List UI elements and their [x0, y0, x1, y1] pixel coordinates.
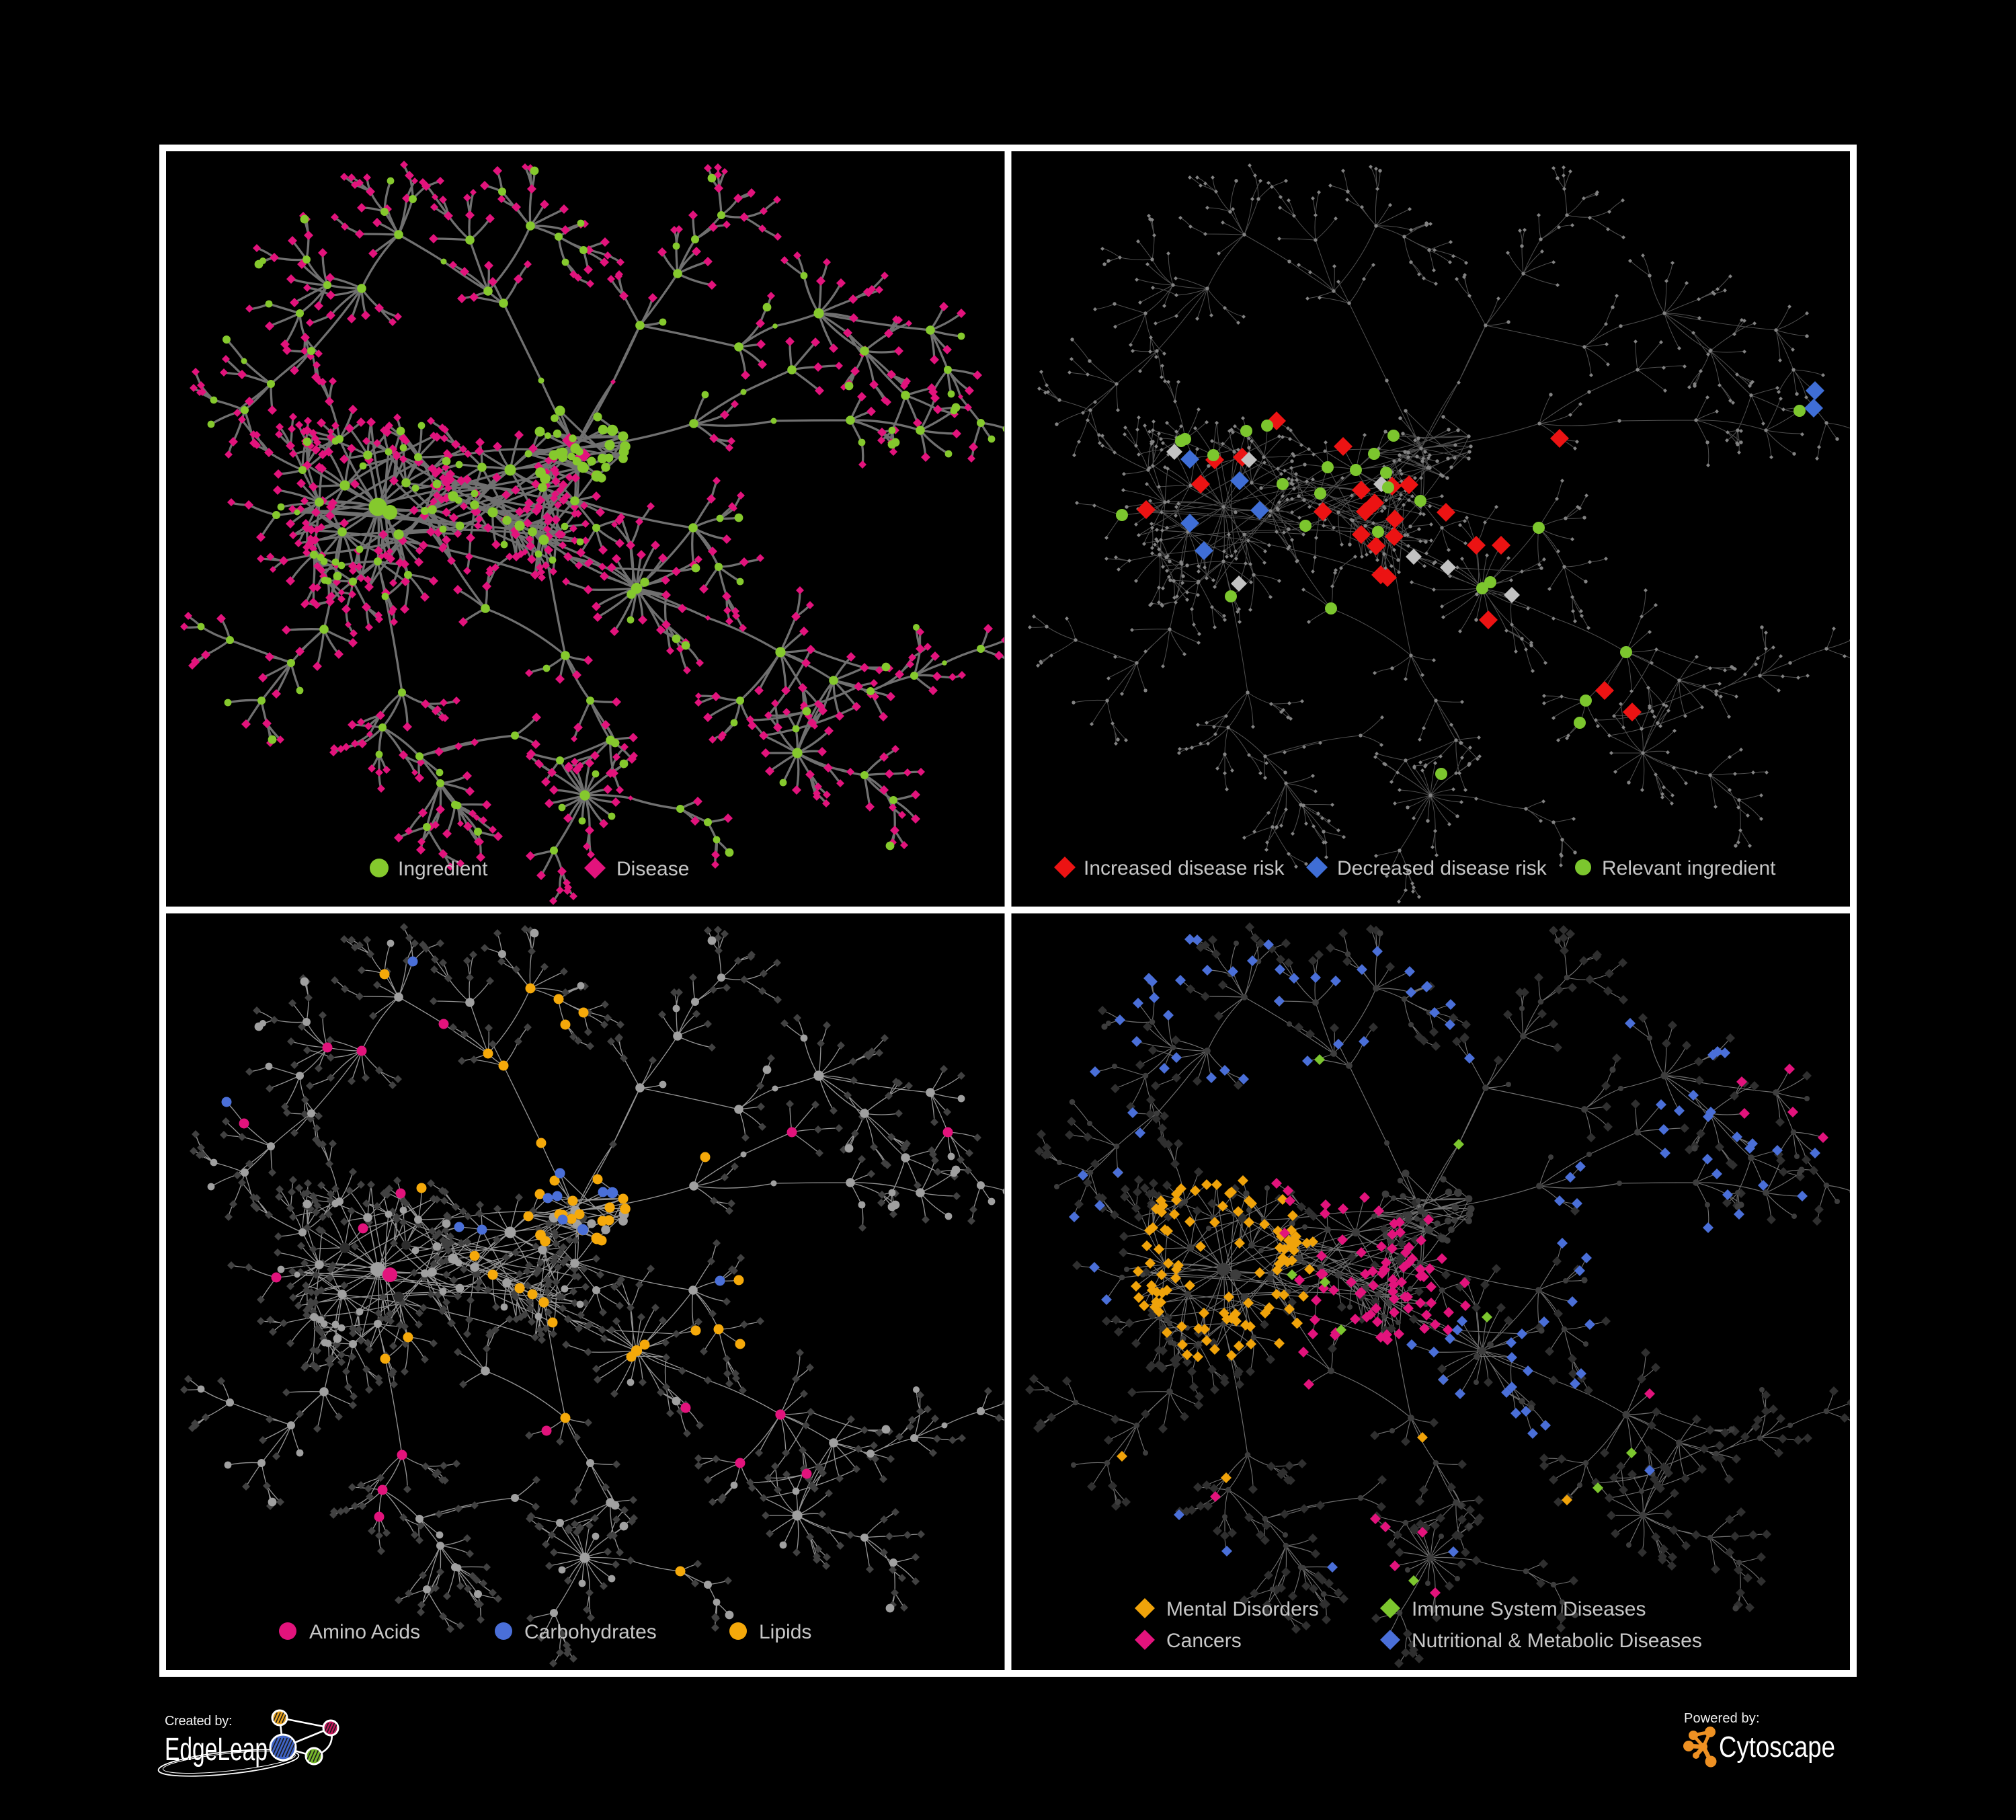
svg-text:Ingredient: Ingredient [398, 858, 488, 880]
svg-text:Increased disease risk: Increased disease risk [1084, 857, 1285, 879]
svg-text:Decreased disease risk: Decreased disease risk [1337, 857, 1547, 879]
svg-text:Cancers: Cancers [1166, 1630, 1242, 1652]
svg-text:Cytoscape: Cytoscape [1719, 1731, 1835, 1764]
svg-text:Immune System Diseases: Immune System Diseases [1412, 1598, 1646, 1620]
svg-text:Lipids: Lipids [759, 1621, 811, 1643]
svg-text:Nutritional & Metabolic Diseas: Nutritional & Metabolic Diseases [1412, 1630, 1702, 1652]
svg-text:Disease: Disease [616, 858, 689, 880]
svg-text:Created by:: Created by: [165, 1714, 233, 1729]
svg-text:Relevant ingredient: Relevant ingredient [1602, 857, 1776, 879]
svg-text:Mental Disorders: Mental Disorders [1166, 1598, 1319, 1620]
svg-text:Carbohydrates: Carbohydrates [524, 1621, 657, 1643]
svg-text:Amino Acids: Amino Acids [309, 1621, 420, 1643]
svg-text:EdgeLeap: EdgeLeap [165, 1732, 268, 1768]
svg-text:Powered by:: Powered by: [1684, 1711, 1760, 1726]
